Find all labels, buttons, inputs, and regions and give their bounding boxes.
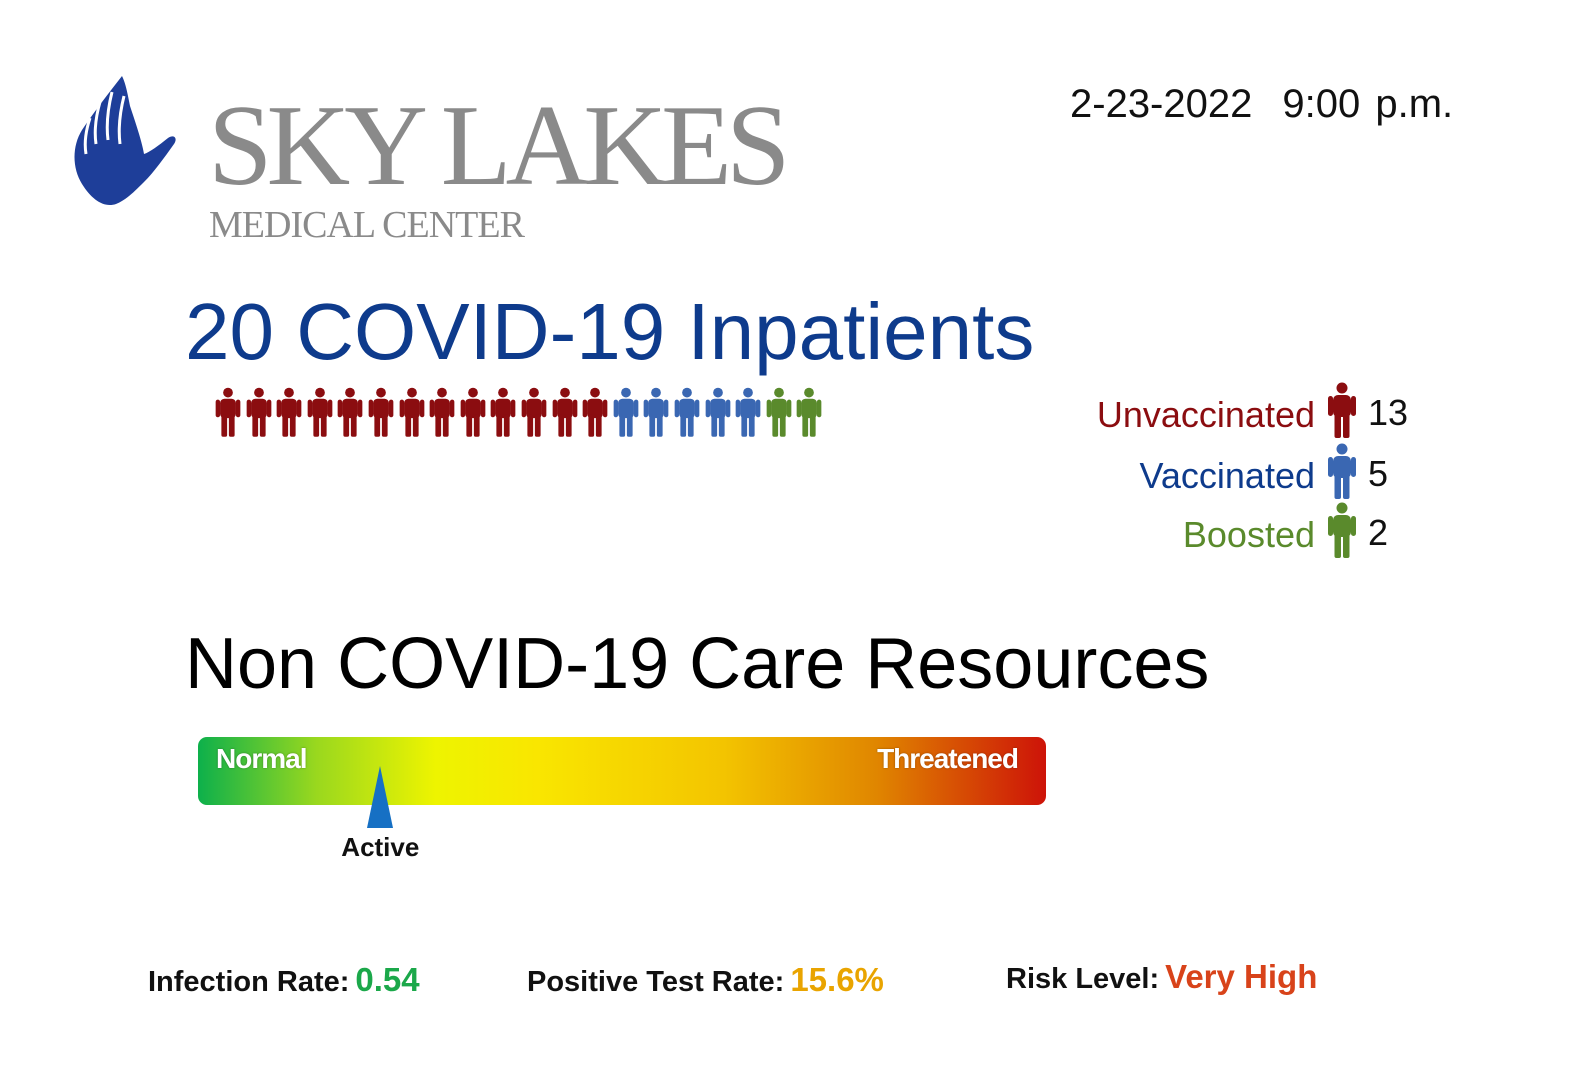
- gauge-pointer-icon: [367, 766, 394, 828]
- date-time: 2-23-2022 9:00 p.m.: [1070, 82, 1453, 127]
- person-icon: [429, 387, 455, 437]
- person-icon: [797, 387, 822, 437]
- time-text: 9:00 p.m.: [1282, 82, 1454, 126]
- person-icon: [338, 387, 363, 437]
- stat-infection-label: Infection Rate:: [148, 966, 350, 998]
- person-icon: [766, 387, 792, 437]
- legend-label-boosted: Boosted: [1182, 514, 1315, 555]
- inpatients-title: 20 COVID-19 Inpatients: [185, 287, 1035, 376]
- legend-label-vaccinated: Vaccinated: [1139, 455, 1315, 496]
- stat-risk-value: Very High: [1165, 958, 1318, 995]
- legend-boosted: Boosted 2: [0, 502, 1575, 558]
- person-icon: [1328, 382, 1356, 438]
- person-icon: [491, 387, 516, 437]
- person-icon: [552, 387, 577, 437]
- person-icon: [460, 387, 486, 437]
- legend-count-vaccinated: 5: [1368, 453, 1389, 494]
- resources-title: Non COVID-19 Care Resources: [185, 624, 1210, 704]
- legend-count-boosted: 2: [1368, 512, 1389, 553]
- person-icon: [246, 387, 271, 437]
- person-icon: [613, 387, 639, 437]
- legend-count-unvaccinated: 13: [1368, 392, 1409, 433]
- inpatient-people-row: [213, 383, 833, 443]
- gauge-pointer-label: Active: [341, 832, 420, 862]
- person-icon: [674, 387, 700, 437]
- person-icon: [307, 387, 333, 437]
- person-icon: [1328, 502, 1356, 558]
- stat-positive-label: Positive Test Rate:: [527, 966, 785, 998]
- person-icon: [644, 387, 669, 437]
- legend-vaccinated: Vaccinated 5: [0, 443, 1575, 499]
- logo-subtitle: MEDICAL CENTER: [209, 204, 525, 246]
- person-icon: [735, 387, 761, 437]
- stat-risk-level: Risk Level: Very High: [1006, 958, 1317, 996]
- date-text: 2-23-2022: [1070, 82, 1253, 126]
- person-icon: [276, 387, 302, 437]
- gauge-label-threatened: Threatened: [877, 743, 1019, 774]
- stat-infection-rate: Infection Rate: 0.54: [148, 961, 420, 999]
- person-icon: [705, 387, 730, 437]
- hand-logo-icon: [74, 76, 176, 206]
- person-icon: [215, 387, 241, 437]
- legend-label-unvaccinated: Unvaccinated: [1096, 394, 1315, 435]
- person-icon: [582, 387, 608, 437]
- stat-infection-value: 0.54: [355, 961, 420, 998]
- stat-positive-value: 15.6%: [790, 961, 884, 998]
- stat-positive-test-rate: Positive Test Rate: 15.6%: [527, 961, 884, 999]
- stat-risk-label: Risk Level:: [1006, 963, 1160, 995]
- logo: SKY LAKES MEDICAL CENTER: [70, 70, 791, 250]
- logo-brand-name: SKY LAKES: [208, 82, 791, 210]
- resource-status-gauge: Normal Threatened: [198, 737, 1046, 805]
- person-icon: [521, 387, 547, 437]
- person-icon: [399, 387, 424, 437]
- gauge-label-normal: Normal: [216, 743, 307, 774]
- legend-unvaccinated: Unvaccinated 13: [0, 382, 1575, 438]
- person-icon: [368, 387, 394, 437]
- person-icon: [1328, 443, 1356, 499]
